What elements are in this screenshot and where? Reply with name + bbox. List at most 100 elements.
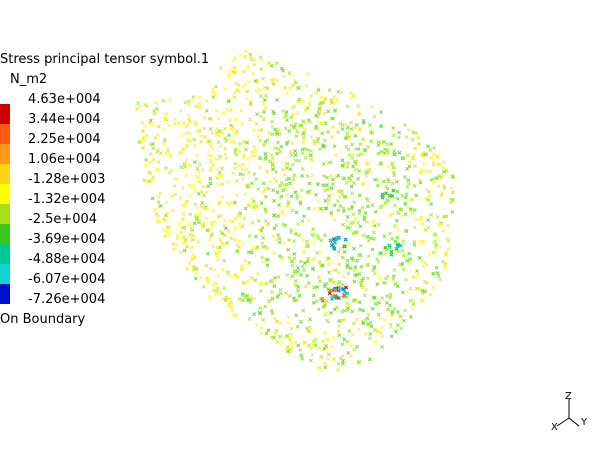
stress-symbol — [413, 146, 417, 151]
stress-symbol — [351, 212, 356, 217]
stress-symbol — [299, 319, 303, 324]
stress-symbol — [270, 289, 275, 294]
stress-symbol — [360, 205, 365, 210]
stress-symbol — [246, 250, 251, 255]
stress-symbol — [376, 260, 381, 264]
stress-symbol — [451, 175, 456, 180]
stress-symbol — [216, 182, 220, 187]
stress-symbol — [261, 76, 266, 81]
stress-symbol — [208, 266, 213, 271]
stress-symbol — [263, 155, 268, 159]
stress-symbol — [390, 313, 394, 318]
stress-symbol — [257, 310, 262, 315]
stress-symbol — [240, 177, 245, 182]
legend-value: -1.32e+004 — [28, 192, 106, 207]
stress-symbol — [323, 282, 328, 287]
stress-symbol — [260, 241, 265, 246]
stress-symbol — [209, 165, 214, 170]
stress-symbol — [332, 203, 337, 208]
stress-symbol — [326, 109, 331, 114]
stress-symbol — [255, 112, 259, 117]
stress-symbol — [388, 231, 392, 236]
stress-symbol — [232, 225, 237, 230]
stress-symbol — [225, 201, 230, 206]
stress-symbol — [151, 146, 156, 151]
stress-symbol — [381, 179, 386, 184]
stress-symbol — [388, 292, 393, 297]
stress-hotspot-symbol — [342, 290, 347, 295]
stress-symbol — [310, 173, 315, 178]
stress-symbol — [256, 219, 261, 224]
axis-triad[interactable]: Z Y X — [545, 388, 600, 438]
stress-symbol — [395, 218, 399, 223]
stress-symbol — [379, 149, 384, 154]
stress-symbol — [371, 219, 376, 224]
stress-symbol — [327, 270, 332, 275]
legend-title: Stress principal tensor symbol.1 — [0, 52, 210, 67]
legend-swatch — [0, 164, 10, 184]
stress-symbol — [317, 147, 322, 152]
stress-symbol — [356, 112, 361, 117]
stress-symbol — [258, 114, 263, 119]
stress-symbol — [192, 221, 197, 226]
stress-symbol — [351, 298, 356, 303]
stress-symbol — [185, 244, 190, 249]
stress-symbol — [214, 91, 218, 96]
stress-symbol — [345, 125, 350, 130]
stress-symbol — [270, 163, 275, 168]
stress-symbol — [194, 104, 199, 109]
stress-symbol — [329, 279, 334, 284]
stress-symbol — [287, 237, 291, 242]
stress-symbol — [340, 342, 345, 347]
stress-symbol — [207, 295, 212, 300]
stress-symbol — [299, 353, 304, 358]
stress-symbol — [226, 73, 231, 78]
stress-symbol — [220, 267, 225, 272]
stress-symbol — [364, 170, 369, 175]
stress-symbol — [283, 223, 288, 228]
stress-symbol — [358, 142, 363, 147]
stress-symbol — [264, 331, 269, 336]
stress-symbol — [361, 120, 366, 125]
stress-symbol — [315, 298, 319, 303]
stress-symbol — [290, 263, 295, 268]
stress-symbol — [384, 294, 389, 299]
stress-symbol — [375, 282, 380, 287]
stress-symbol — [272, 226, 277, 231]
stress-symbol — [144, 158, 149, 162]
stress-symbol — [308, 346, 313, 351]
stress-symbol — [427, 169, 432, 174]
stress-symbol — [144, 104, 149, 108]
stress-symbol — [337, 279, 342, 284]
stress-symbol — [196, 169, 201, 174]
stress-symbol — [326, 201, 331, 206]
stress-symbol — [202, 115, 207, 120]
stress-symbol — [306, 118, 311, 123]
stress-symbol — [298, 200, 303, 205]
stress-symbol — [336, 270, 341, 275]
stress-symbol — [289, 259, 294, 264]
stress-symbol — [234, 312, 239, 317]
stress-symbol — [305, 239, 309, 244]
stress-symbol — [194, 266, 199, 271]
stress-symbol — [284, 291, 289, 296]
stress-symbol — [302, 268, 307, 273]
stress-symbol — [324, 311, 329, 316]
stress-symbol — [376, 140, 381, 145]
stress-symbol — [141, 129, 145, 134]
stress-symbol — [332, 109, 337, 113]
stress-symbol — [395, 323, 400, 328]
stress-symbol — [414, 217, 419, 222]
stress-symbol — [231, 58, 236, 63]
stress-symbol — [182, 248, 187, 253]
stress-symbol — [340, 127, 345, 131]
stress-symbol — [297, 158, 302, 163]
stress-symbol — [342, 249, 347, 254]
stress-symbol — [217, 170, 222, 175]
stress-symbol — [225, 107, 230, 112]
stress-symbol — [353, 133, 358, 138]
stress-symbol — [384, 280, 389, 285]
stress-symbol — [177, 150, 182, 155]
